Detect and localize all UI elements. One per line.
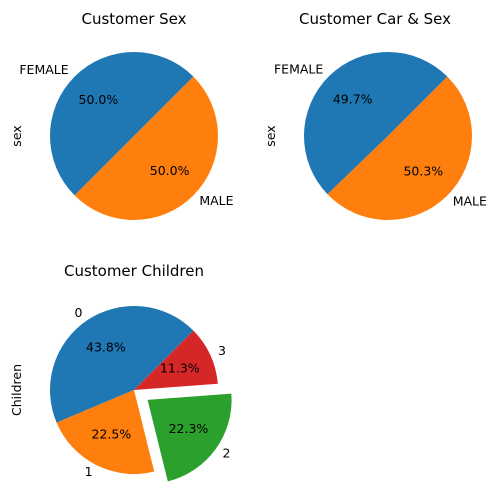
category-label: FEMALE (274, 62, 323, 77)
pie-slice-2 (147, 393, 232, 482)
y-axis-label: Children (9, 364, 24, 416)
pie-slice-female (50, 52, 194, 196)
category-label: FEMALE (19, 62, 68, 77)
category-label: 3 (218, 343, 226, 358)
pie-slice-0 (49, 306, 194, 423)
category-label: MALE (199, 193, 233, 208)
percent-label: 50.0% (150, 163, 190, 178)
chart-customer-children: Customer Children Children 43.8% 0 22.5% 1 2… (9, 262, 232, 482)
pie-slice-1 (56, 390, 155, 474)
pie-slice-female (303, 51, 448, 195)
category-label: 0 (74, 305, 82, 320)
pie-slice-3 (134, 330, 218, 390)
pie-area: 43.8% 0 22.5% 1 22.3% 2 11.3% 3 (49, 305, 232, 482)
percent-label: 22.5% (92, 427, 132, 442)
chart-title: Customer Sex (82, 10, 187, 28)
percent-label: 50.3% (403, 163, 443, 178)
y-axis-label: sex (9, 125, 24, 146)
pie-area: 50.0% FEMALE 50.0% MALE (19, 52, 234, 220)
percent-label: 49.7% (333, 92, 373, 107)
category-label: 2 (222, 446, 230, 461)
category-label: MALE (453, 193, 487, 208)
chart-title: Customer Children (64, 262, 204, 280)
y-axis-label: sex (263, 125, 278, 146)
percent-label: 22.3% (169, 421, 209, 436)
percent-label: 11.3% (160, 360, 200, 375)
chart-customer-car-sex: Customer Car & Sex sex 49.7% FEMALE 50.3% M… (263, 10, 487, 220)
pie-slice-male (327, 76, 472, 220)
percent-label: 50.0% (79, 92, 119, 107)
percent-label: 43.8% (86, 340, 126, 355)
chart-customer-sex: Customer Sex sex 50.0% FEMALE 50.0% MALE (9, 10, 234, 220)
chart-title: Customer Car & Sex (299, 10, 451, 28)
pie-area: 49.7% FEMALE 50.3% MALE (274, 51, 487, 220)
category-label: 1 (85, 464, 93, 479)
pie-slice-male (74, 76, 218, 220)
